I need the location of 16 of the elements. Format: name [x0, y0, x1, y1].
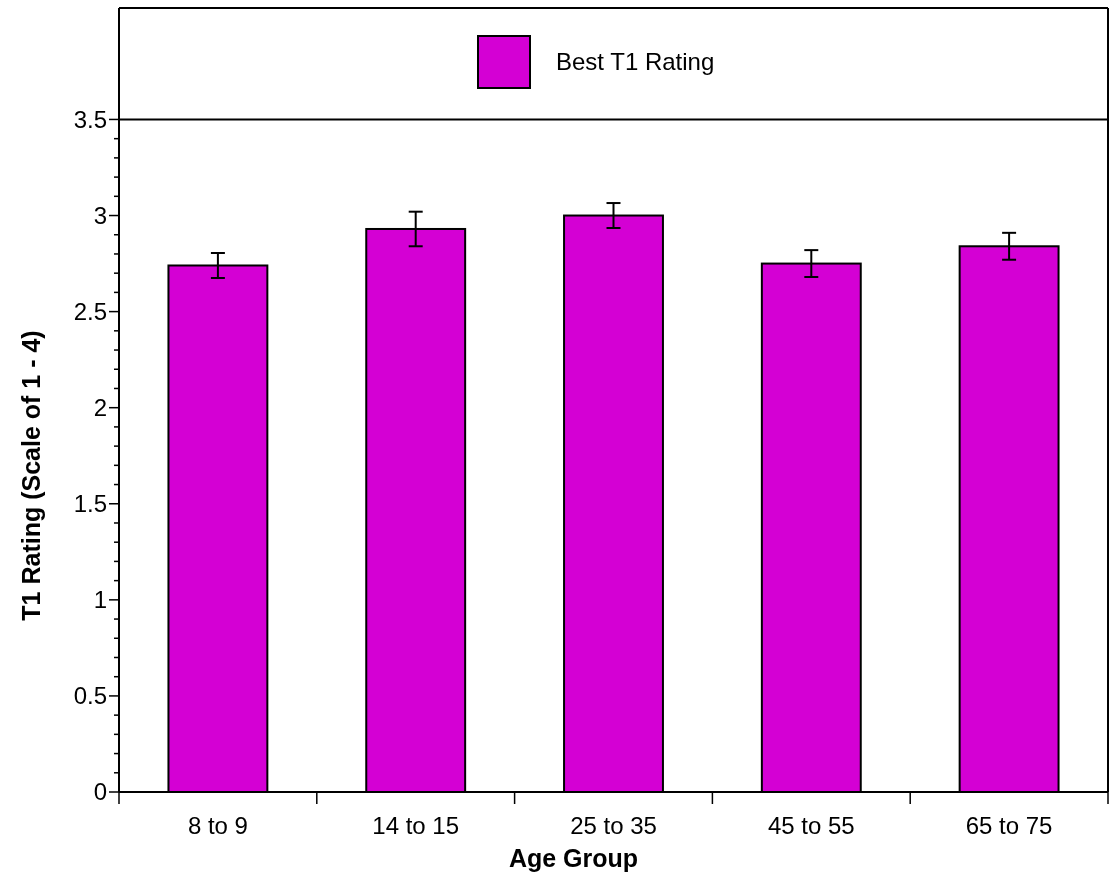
x-tick-label: 45 to 55	[767, 812, 855, 839]
y-tick-label: 3	[93, 201, 107, 229]
y-tick-label: 2.5	[73, 298, 107, 326]
y-tick-label: 0.5	[73, 682, 107, 710]
x-tick-label: 25 to 35	[570, 812, 657, 839]
x-axis-title: Age Group	[508, 844, 639, 872]
x-tick-label: 8 to 9	[187, 812, 248, 839]
y-tick-label: 0	[93, 778, 107, 806]
x-tick-label: 14 to 15	[372, 812, 460, 839]
y-tick-label: 3.5	[73, 105, 107, 133]
y-tick-label: 2	[93, 394, 107, 422]
y-axis-title: T1 Rating (Scale of 1 - 4)	[17, 330, 45, 621]
y-tick-label: 1.5	[73, 490, 107, 518]
y-tick-label: 1	[93, 586, 107, 614]
x-tick-label: 65 to 75	[965, 812, 1053, 839]
legend-label: Best T1 Rating	[556, 48, 715, 76]
